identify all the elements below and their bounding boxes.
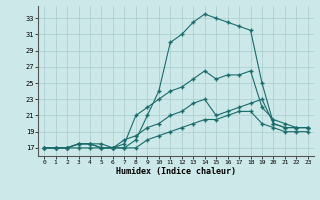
X-axis label: Humidex (Indice chaleur): Humidex (Indice chaleur) — [116, 167, 236, 176]
